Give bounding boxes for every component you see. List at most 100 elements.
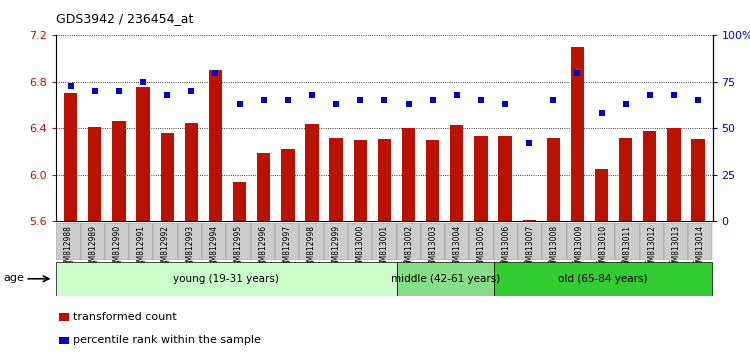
Point — [378, 98, 390, 103]
Point — [548, 98, 560, 103]
Bar — [644, 131, 656, 221]
Bar — [275, 223, 299, 260]
Bar — [372, 223, 397, 260]
Text: GSM813004: GSM813004 — [453, 225, 462, 271]
Text: GSM812989: GSM812989 — [88, 225, 98, 271]
Bar — [494, 223, 518, 260]
Text: GSM812997: GSM812997 — [283, 225, 292, 271]
Bar — [470, 223, 494, 260]
Text: GSM813002: GSM813002 — [404, 225, 413, 271]
Point — [475, 98, 487, 103]
Bar — [397, 262, 494, 296]
Text: GSM813013: GSM813013 — [671, 225, 680, 271]
Text: GSM812992: GSM812992 — [161, 225, 170, 271]
Text: GSM813006: GSM813006 — [502, 225, 511, 271]
Bar — [305, 124, 319, 221]
Point — [330, 101, 342, 107]
Text: GSM813001: GSM813001 — [380, 225, 388, 271]
Bar — [518, 223, 542, 260]
Bar — [257, 153, 271, 221]
Text: GSM813012: GSM813012 — [647, 225, 656, 271]
Bar — [105, 223, 129, 260]
Text: GSM813011: GSM813011 — [623, 225, 632, 271]
Text: GSM813009: GSM813009 — [574, 225, 584, 271]
Bar — [640, 223, 664, 260]
Point — [185, 88, 197, 94]
Point — [64, 83, 76, 88]
Text: GSM813003: GSM813003 — [428, 225, 437, 271]
Point — [524, 140, 536, 146]
Bar — [595, 169, 608, 221]
Bar — [615, 223, 640, 260]
Point — [354, 98, 366, 103]
Bar — [664, 223, 688, 260]
Point — [282, 98, 294, 103]
Text: GSM813010: GSM813010 — [598, 225, 608, 271]
Bar — [450, 125, 464, 221]
Text: percentile rank within the sample: percentile rank within the sample — [74, 335, 261, 345]
Bar — [56, 223, 80, 260]
Point — [644, 92, 656, 98]
Bar — [474, 136, 488, 221]
Text: age: age — [4, 273, 25, 283]
Text: GSM812994: GSM812994 — [210, 225, 219, 271]
Text: GSM812998: GSM812998 — [307, 225, 316, 271]
Bar — [58, 337, 69, 344]
Bar — [80, 223, 105, 260]
Text: GSM812988: GSM812988 — [64, 225, 73, 271]
Text: GSM812995: GSM812995 — [234, 225, 243, 271]
Bar — [498, 136, 512, 221]
Point — [451, 92, 463, 98]
Text: old (65-84 years): old (65-84 years) — [558, 274, 648, 284]
Text: GSM812991: GSM812991 — [136, 225, 146, 271]
Bar — [378, 139, 391, 221]
Text: GDS3942 / 236454_at: GDS3942 / 236454_at — [56, 12, 194, 25]
Text: GSM813014: GSM813014 — [696, 225, 705, 271]
Point — [306, 92, 318, 98]
Bar — [523, 220, 536, 221]
Text: young (19-31 years): young (19-31 years) — [173, 274, 279, 284]
Point — [692, 98, 704, 103]
Point — [668, 92, 680, 98]
Point — [499, 101, 511, 107]
Bar — [348, 223, 372, 260]
Text: GSM813005: GSM813005 — [477, 225, 486, 271]
Bar — [160, 133, 174, 221]
Bar — [353, 140, 367, 221]
Text: GSM813007: GSM813007 — [526, 225, 535, 271]
Bar — [136, 86, 150, 221]
Point — [88, 88, 101, 94]
Text: middle (42-61 years): middle (42-61 years) — [391, 274, 500, 284]
Bar — [619, 138, 632, 221]
Bar — [226, 223, 251, 260]
Bar — [688, 223, 712, 260]
Point — [209, 70, 221, 75]
Bar — [184, 122, 198, 221]
Text: GSM812999: GSM812999 — [332, 225, 340, 271]
Bar — [323, 223, 348, 260]
Bar — [178, 223, 202, 260]
Bar — [88, 127, 101, 221]
Bar — [112, 121, 125, 221]
Text: GSM813000: GSM813000 — [356, 225, 364, 271]
Bar — [281, 149, 295, 221]
Bar — [129, 223, 154, 260]
Bar — [446, 223, 470, 260]
Bar — [567, 223, 591, 260]
Point — [596, 110, 608, 116]
Text: GSM812996: GSM812996 — [258, 225, 267, 271]
Bar — [209, 70, 222, 221]
Bar — [426, 140, 439, 221]
Text: GSM813008: GSM813008 — [550, 225, 559, 271]
Bar — [202, 223, 226, 260]
Bar — [56, 262, 397, 296]
Point — [161, 92, 173, 98]
Bar — [494, 262, 712, 296]
Point — [113, 88, 125, 94]
Text: GSM812990: GSM812990 — [112, 225, 122, 271]
Bar — [591, 223, 615, 260]
Point — [427, 98, 439, 103]
Bar — [397, 223, 421, 260]
Bar — [251, 223, 275, 260]
Bar — [233, 182, 246, 221]
